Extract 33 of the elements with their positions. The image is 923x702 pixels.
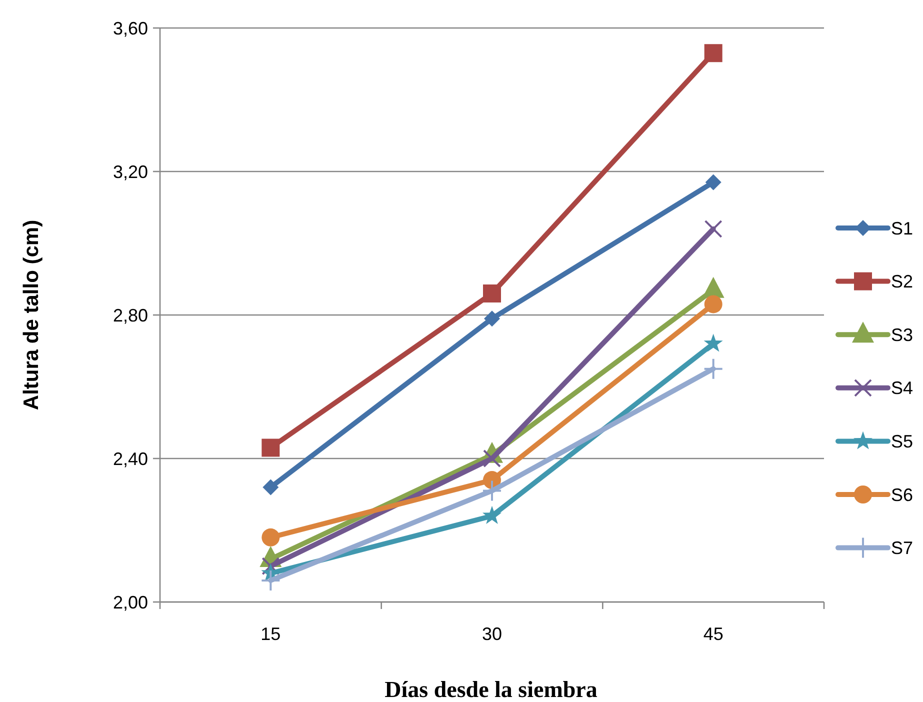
point bbox=[703, 358, 724, 380]
point bbox=[483, 450, 501, 468]
point bbox=[260, 569, 281, 592]
point bbox=[704, 220, 722, 238]
x-tick-label: 15 bbox=[260, 624, 281, 644]
legend-label: S6 bbox=[891, 484, 914, 505]
legend-label: S3 bbox=[891, 324, 914, 345]
x-tick-label: 30 bbox=[482, 624, 502, 644]
point bbox=[262, 557, 280, 576]
point bbox=[704, 44, 722, 62]
point bbox=[484, 310, 500, 327]
y-axis-title: Altura de tallo (cm) bbox=[20, 220, 43, 410]
y-tick-label: 3,20 bbox=[112, 162, 148, 182]
point bbox=[262, 438, 280, 457]
point bbox=[262, 479, 279, 496]
y-tick-label: 2,80 bbox=[112, 305, 148, 326]
legend-label: S1 bbox=[891, 218, 914, 238]
x-tick-label: 45 bbox=[703, 624, 724, 644]
legend-label: S4 bbox=[891, 378, 914, 398]
point bbox=[705, 174, 722, 190]
y-tick-label: 2,40 bbox=[112, 448, 148, 469]
y-tick-label: 2,00 bbox=[112, 592, 148, 612]
y-tick-label: 3,60 bbox=[112, 18, 148, 38]
point bbox=[483, 284, 501, 302]
point bbox=[482, 506, 502, 524]
point bbox=[704, 334, 723, 352]
point bbox=[262, 528, 280, 546]
legend-label: S2 bbox=[891, 272, 914, 292]
x-axis-title: Días desde la siembra bbox=[384, 677, 598, 702]
legend-label: S5 bbox=[891, 432, 914, 452]
point bbox=[482, 480, 502, 502]
point bbox=[704, 295, 722, 314]
legend-label: S7 bbox=[891, 538, 914, 558]
